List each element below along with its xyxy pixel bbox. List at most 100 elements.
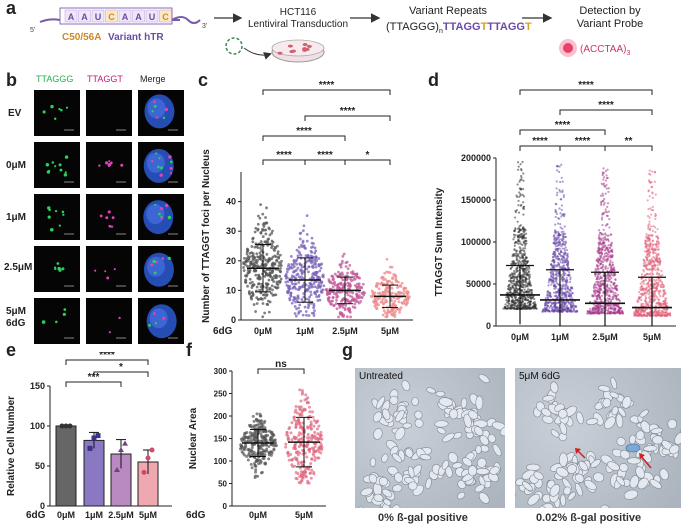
data-point <box>519 204 522 207</box>
data-point <box>288 266 292 270</box>
data-point <box>398 310 401 314</box>
data-point <box>292 259 296 263</box>
data-point <box>652 224 655 228</box>
data-point <box>304 444 308 448</box>
sig-bracket-c-1-3-label: **** <box>340 106 356 117</box>
data-point <box>263 296 267 300</box>
data-point <box>654 226 657 229</box>
data-point <box>355 287 359 291</box>
data-point <box>508 288 511 291</box>
data-point <box>250 466 254 470</box>
data-point <box>553 259 556 262</box>
sig-bracket-c-0-2-label: **** <box>296 126 312 137</box>
data-point <box>517 297 520 300</box>
data-point <box>522 256 525 259</box>
data-point <box>607 279 611 283</box>
data-point <box>556 222 560 225</box>
data-point <box>261 293 265 297</box>
x-tick-label: 0μM <box>57 510 75 520</box>
data-point <box>651 248 654 251</box>
foci-dot <box>105 161 109 165</box>
data-point <box>382 309 386 313</box>
foci-dot <box>106 276 110 280</box>
data-point <box>309 420 313 424</box>
data-point <box>275 244 279 248</box>
data-point <box>505 296 508 299</box>
data-point <box>654 268 657 271</box>
data-point <box>312 304 316 308</box>
plasmid-icon <box>225 37 243 55</box>
data-point <box>524 262 527 265</box>
data-point <box>303 471 307 475</box>
data-point <box>331 276 335 280</box>
data-point <box>555 294 558 297</box>
data-point <box>561 233 564 236</box>
data-point <box>596 272 600 275</box>
data-point <box>317 424 321 428</box>
sig-bracket-e-0-2-label: *** <box>88 372 100 383</box>
y-tick-label: 40 <box>226 197 236 207</box>
data-point <box>598 235 601 239</box>
data-point <box>614 291 617 295</box>
data-point <box>317 295 321 298</box>
data-point <box>374 284 378 288</box>
data-point <box>523 253 526 256</box>
foci-dot <box>65 106 69 109</box>
sig-bracket-d-2-3-label: ** <box>625 136 633 147</box>
data-point <box>640 298 643 302</box>
micrograph-svg <box>54 262 74 287</box>
foci-dot <box>54 209 58 213</box>
data-point <box>264 228 268 232</box>
cell-shape <box>401 380 411 392</box>
foci-dot <box>46 170 51 174</box>
data-point <box>300 392 304 396</box>
data-point <box>258 257 262 261</box>
data-point <box>650 260 653 263</box>
data-point <box>302 224 306 228</box>
data-point <box>640 285 643 288</box>
col-header-merge: Merge <box>140 74 166 84</box>
data-point <box>319 451 323 455</box>
data-point <box>606 257 610 260</box>
data-point <box>525 232 528 235</box>
data-point <box>651 272 654 276</box>
data-point <box>520 232 524 236</box>
data-point <box>649 242 652 245</box>
data-point <box>335 307 339 311</box>
data-point <box>522 187 525 191</box>
data-point <box>505 299 508 302</box>
data-point <box>518 240 521 243</box>
step4-line1: Detection by <box>579 5 641 17</box>
data-point <box>348 300 352 304</box>
data-point <box>517 165 520 168</box>
data-point <box>305 455 309 459</box>
data-point <box>345 315 349 319</box>
data-point <box>557 263 560 266</box>
data-point <box>652 260 655 263</box>
data-point <box>555 180 558 183</box>
data-point <box>519 247 522 250</box>
data-point <box>307 258 311 262</box>
data-point <box>554 245 557 248</box>
data-point <box>252 303 256 306</box>
rna-base-letter: A <box>81 12 88 22</box>
data-point <box>258 445 262 449</box>
data-point <box>608 278 611 281</box>
data-point <box>597 303 600 307</box>
data-point <box>270 451 274 455</box>
sig-bracket-e-1-3-label: * <box>119 362 123 373</box>
y-tick-label: 10 <box>226 285 236 295</box>
cell-shape <box>404 448 414 458</box>
foci-dot <box>167 256 171 260</box>
data-point <box>651 246 654 249</box>
data-point <box>649 207 652 210</box>
data-point <box>653 247 656 250</box>
data-point <box>507 304 510 307</box>
data-point <box>311 415 315 419</box>
data-point <box>600 182 603 185</box>
cell-shape <box>550 381 559 394</box>
data-point <box>516 291 519 294</box>
data-point <box>406 296 410 300</box>
data-point <box>511 265 514 269</box>
data-point <box>315 289 319 293</box>
